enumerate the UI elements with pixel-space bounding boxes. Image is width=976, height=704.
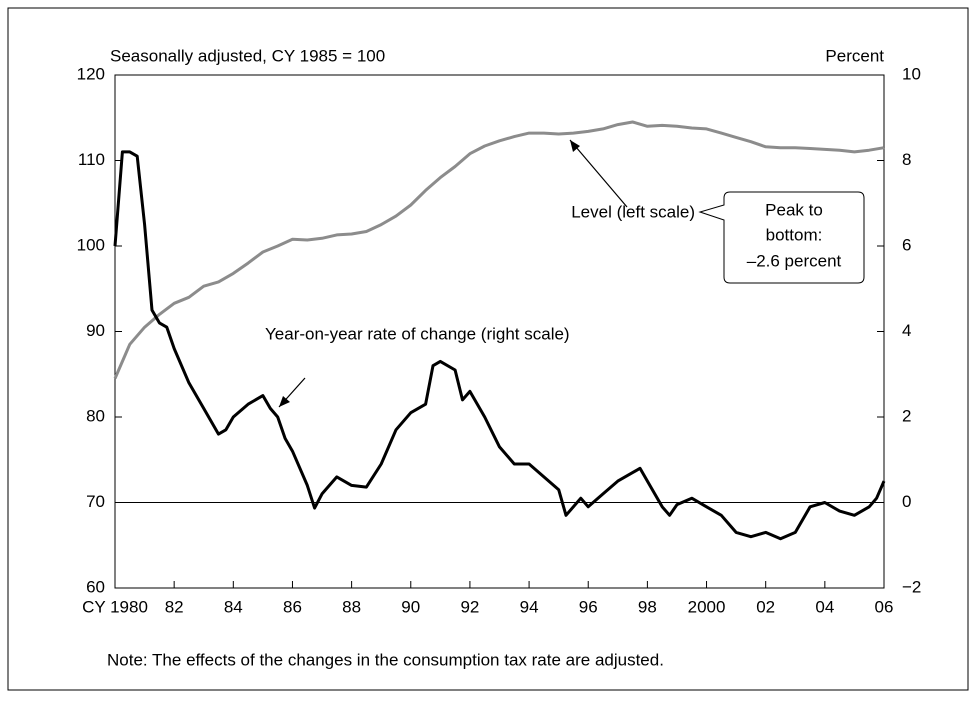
series-label: Year-on-year rate of change (right scale… (265, 324, 570, 343)
y2-tick-label: 4 (902, 321, 911, 340)
y2-tick-label: 8 (902, 150, 911, 169)
note: Note: The effects of the changes in the … (107, 650, 664, 669)
x-tick-label: 96 (579, 597, 598, 616)
y2-tick-label: 10 (902, 64, 921, 83)
y2-tick-label: 6 (902, 235, 911, 254)
series-line (113, 150, 886, 541)
y-tick-label: 60 (86, 577, 105, 596)
right-axis-label: Percent (825, 46, 884, 65)
callout-text: bottom: (766, 225, 823, 244)
y-tick-label: 70 (86, 492, 105, 511)
arrowhead (570, 140, 580, 152)
y-tick-label: 120 (77, 64, 105, 83)
left-axis-label: Seasonally adjusted, CY 1985 = 100 (110, 46, 385, 65)
callout-box (698, 191, 865, 284)
y2-tick-label: −2 (902, 577, 921, 596)
x-tick-label: 98 (638, 597, 657, 616)
series-label: Level (left scale) (571, 202, 695, 221)
x-tick-label: 02 (756, 597, 775, 616)
series-line (113, 120, 885, 380)
x-tick-label: 84 (224, 597, 243, 616)
x-tick-label: 94 (520, 597, 539, 616)
x-tick-label: 88 (342, 597, 361, 616)
x-tick-label: 82 (165, 597, 184, 616)
x-tick-label: 90 (401, 597, 420, 616)
y2-tick-label: 0 (902, 492, 911, 511)
x-tick-label: 86 (283, 597, 302, 616)
x-tick-label: 92 (460, 597, 479, 616)
y-tick-label: 80 (86, 406, 105, 425)
y-tick-label: 110 (78, 150, 105, 169)
x-tick-label: CY 1980 (82, 597, 148, 616)
x-tick-label: 04 (815, 597, 834, 616)
y2-tick-label: 2 (902, 406, 911, 425)
x-tick-label: 2000 (688, 597, 726, 616)
arrow (569, 139, 628, 208)
arrowhead (279, 396, 290, 407)
y-tick-label: 90 (86, 321, 105, 340)
frame (7, 7, 969, 691)
callout-text: –2.6 percent (747, 251, 842, 270)
x-tick-label: 06 (875, 597, 894, 616)
callout-text: Peak to (765, 200, 823, 219)
y-tick-label: 100 (77, 235, 105, 254)
